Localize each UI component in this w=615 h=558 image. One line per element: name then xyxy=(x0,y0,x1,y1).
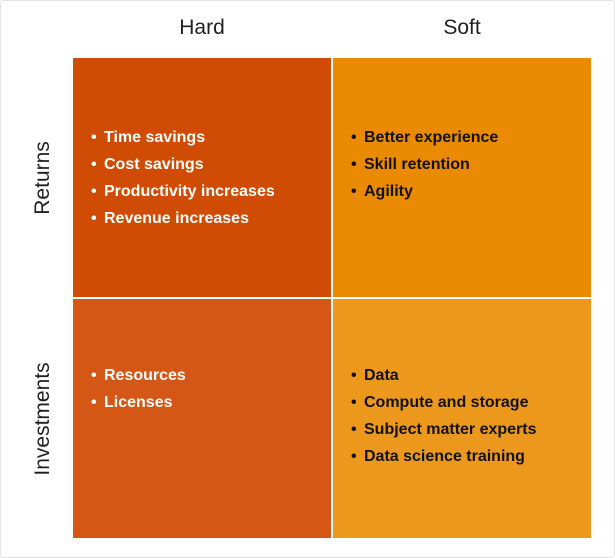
list-item: Compute and storage xyxy=(351,389,591,416)
list-item: Agility xyxy=(351,178,591,205)
list-item: Skill retention xyxy=(351,151,591,178)
quadrant-soft-investments: Data Compute and storage Subject matter … xyxy=(333,299,591,538)
list-item: Better experience xyxy=(351,124,591,151)
list-item: Licenses xyxy=(91,389,331,416)
row-header-returns: Returns xyxy=(29,58,57,297)
list-item: Cost savings xyxy=(91,151,331,178)
hard-returns-list: Time savings Cost savings Productivity i… xyxy=(91,124,331,232)
quadrant-hard-returns: Time savings Cost savings Productivity i… xyxy=(73,58,331,297)
list-item: Time savings xyxy=(91,124,331,151)
row-header-investments-label: Investments xyxy=(31,362,54,476)
row-header-returns-label: Returns xyxy=(31,140,54,215)
hard-investments-list: Resources Licenses xyxy=(91,362,331,416)
quadrant-soft-returns: Better experience Skill retention Agilit… xyxy=(333,58,591,297)
soft-returns-list: Better experience Skill retention Agilit… xyxy=(351,124,591,205)
list-item: Data science training xyxy=(351,443,591,470)
column-header-hard: Hard xyxy=(179,16,225,39)
row-header-investments: Investments xyxy=(29,300,57,538)
list-item: Data xyxy=(351,362,591,389)
list-item: Productivity increases xyxy=(91,178,331,205)
soft-investments-list: Data Compute and storage Subject matter … xyxy=(351,362,591,470)
column-header-soft: Soft xyxy=(443,16,481,39)
list-item: Revenue increases xyxy=(91,205,331,232)
quadrant-hard-investments: Resources Licenses xyxy=(73,299,331,538)
list-item: Resources xyxy=(91,362,331,389)
list-item: Subject matter experts xyxy=(351,416,591,443)
